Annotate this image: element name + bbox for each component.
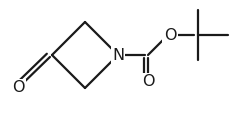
Text: O: O (12, 81, 24, 96)
Text: N: N (112, 48, 124, 63)
Text: O: O (142, 75, 154, 90)
Text: O: O (164, 27, 176, 42)
